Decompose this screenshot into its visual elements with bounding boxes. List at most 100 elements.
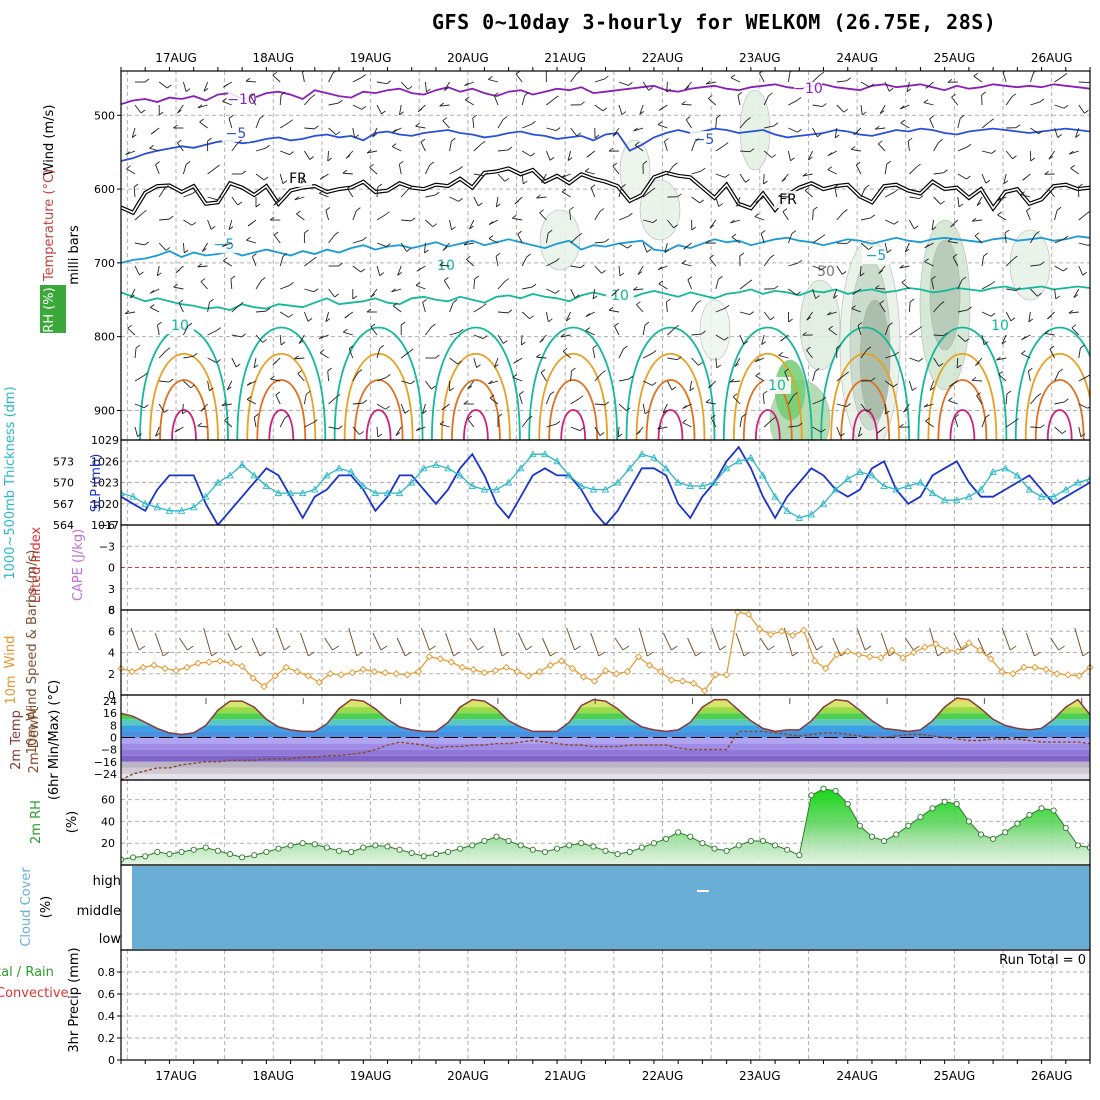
wind-barb-flag xyxy=(207,137,212,142)
wind-barb-flag xyxy=(420,138,426,143)
wind-barb-flag xyxy=(166,84,172,89)
wind-speed-point xyxy=(965,639,973,647)
wind-barb xyxy=(182,164,187,175)
wind-barb-flag xyxy=(361,106,367,110)
surface-heating-contour xyxy=(852,409,878,440)
wind-barb-flag xyxy=(435,354,440,359)
wind-barb-flag xyxy=(879,110,885,115)
wind-barb-flag xyxy=(682,419,687,423)
wind-barb xyxy=(759,72,765,83)
surface-wind-barb-flag xyxy=(453,651,460,657)
wind-barb-flag xyxy=(888,87,894,92)
wind-barb-flag xyxy=(636,431,641,435)
wind-barb xyxy=(1027,371,1031,382)
wind-barb-flag xyxy=(813,206,818,211)
contour-label: 10 xyxy=(171,318,189,334)
wind-barb-flag xyxy=(628,82,633,86)
wind-barb-flag xyxy=(319,349,325,354)
wind-barb-flag xyxy=(857,322,863,326)
wind-barb-flag xyxy=(246,382,252,386)
wind-barb-flag xyxy=(561,174,566,179)
wind-barb-flag xyxy=(282,180,288,184)
wind-barb-flag xyxy=(976,202,982,207)
wind-barb-flag xyxy=(858,433,863,438)
rh-marks xyxy=(121,785,1090,865)
surface-heating-contour xyxy=(625,326,716,440)
wind-barb-flag xyxy=(658,107,664,111)
wind-barb xyxy=(929,118,935,129)
lifted-axis-label: Lifted Index xyxy=(29,526,44,603)
wind-barb xyxy=(376,348,381,359)
wind-barb xyxy=(594,78,605,83)
wind-barb-flag xyxy=(370,293,376,298)
wind-barb-flag xyxy=(749,148,755,153)
wind-barb-flag xyxy=(415,282,421,286)
wind-barb xyxy=(860,187,866,198)
wind-barb-flag xyxy=(861,111,867,116)
thickness-line xyxy=(121,453,1090,519)
wind-barb xyxy=(836,212,844,221)
wind-barb xyxy=(617,426,620,438)
wind-barb xyxy=(275,394,281,405)
wind-barb-flag xyxy=(903,408,908,413)
wind-barb xyxy=(200,281,208,290)
wind-barb-flag xyxy=(878,270,883,274)
wind-barb-flag xyxy=(961,276,967,281)
wind-barb xyxy=(488,238,499,244)
surface-wind-barb xyxy=(832,637,842,657)
wind-barb-flag xyxy=(386,80,392,85)
wind-barb xyxy=(739,150,751,153)
wind-speed-point xyxy=(370,667,378,676)
wind-barb-flag xyxy=(864,184,870,189)
surface-heating-contour xyxy=(840,379,890,440)
wind-barb xyxy=(731,236,741,244)
surface-wind-barb-flag xyxy=(162,651,170,657)
wind-barb-flag xyxy=(313,419,318,423)
wind-barb xyxy=(328,102,339,106)
wind-speed-point xyxy=(733,608,742,616)
rh-cloud-patch xyxy=(859,299,891,421)
surface-wind-barb xyxy=(203,627,213,657)
contour-label-bg xyxy=(606,287,634,304)
contour-label: −5 xyxy=(866,248,887,264)
wind-barb xyxy=(807,150,814,161)
wind-barb-flag xyxy=(780,337,785,342)
wind-barb-flag xyxy=(614,322,619,327)
wind-barb-flag xyxy=(519,391,524,395)
precip-tick-label: 0.8 xyxy=(98,966,116,979)
wind-barb-flag xyxy=(736,203,741,207)
contour-label-bg xyxy=(284,170,312,187)
wind-barb-flag xyxy=(1001,340,1007,345)
wind-speed-point xyxy=(227,659,235,667)
wind-barb-flag xyxy=(870,377,876,382)
date-label-bottom: 25AUG xyxy=(934,1069,976,1083)
thickness-point xyxy=(335,464,343,472)
rh-point xyxy=(759,837,767,845)
wind-barb-flag xyxy=(488,76,493,80)
wind-barb xyxy=(222,242,232,248)
wind-barb xyxy=(1021,353,1031,359)
wind-barb-flag xyxy=(671,386,677,391)
wind-barb-flag xyxy=(991,150,996,154)
wind-barb-flag xyxy=(192,352,198,357)
wind-barb xyxy=(787,233,793,244)
wind-barb xyxy=(594,211,601,221)
wind-barb-flag xyxy=(637,271,643,275)
wind-barb xyxy=(425,194,436,198)
surface-wind-barb-flag xyxy=(1082,651,1090,657)
surface-heating-contour xyxy=(451,379,501,440)
wind-speed-point xyxy=(1053,670,1061,678)
rh-point xyxy=(941,798,948,805)
surface-wind-barb xyxy=(517,632,527,651)
wind-barb-flag xyxy=(923,99,929,103)
wind-barb-flag xyxy=(325,207,331,211)
rh-point xyxy=(687,833,694,840)
thickness-point xyxy=(456,471,464,479)
wind-speed-point xyxy=(271,672,279,680)
wind-barb-flag xyxy=(1080,433,1086,438)
wind-barb xyxy=(228,118,233,129)
rh-point xyxy=(965,818,972,825)
wind-barb xyxy=(497,173,506,182)
wind-barb-flag xyxy=(1037,292,1042,297)
